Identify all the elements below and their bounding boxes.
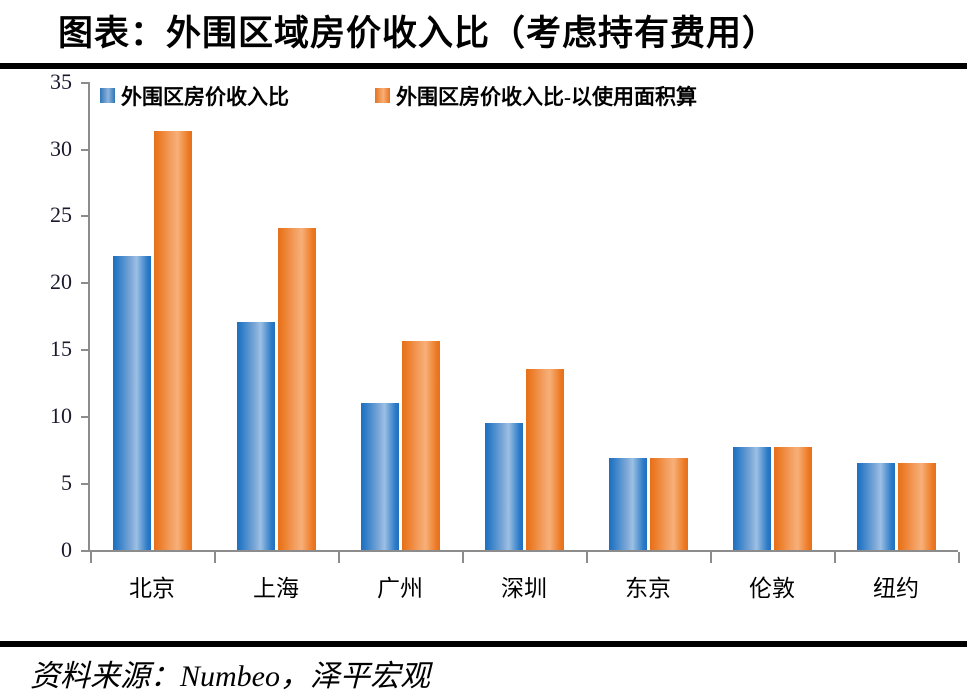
- x-axis-tick: [462, 551, 464, 563]
- square-swatch-icon: [375, 88, 390, 104]
- x-axis-category-label: 北京: [129, 575, 175, 601]
- x-axis-tick: [90, 551, 92, 563]
- bar-series-1: [112, 255, 151, 550]
- x-axis-category-label: 广州: [377, 575, 423, 601]
- bar-series-1: [484, 422, 523, 550]
- legend-item-series-1: 外围区房价收入比: [100, 81, 289, 111]
- bar-series-2: [897, 462, 936, 550]
- y-axis-tick: [81, 81, 89, 84]
- y-axis-tick-label: 5: [61, 469, 72, 495]
- bar-series-2: [773, 446, 812, 550]
- legend-item-series-2: 外围区房价收入比-以使用面积算: [375, 81, 697, 111]
- bar-series-2: [649, 457, 688, 550]
- y-axis-tick-label: 20: [50, 269, 72, 295]
- y-axis-tick: [81, 215, 89, 218]
- y-axis-tick-label: 35: [50, 68, 72, 94]
- x-axis-line: [88, 549, 958, 552]
- legend-label-series-1: 外围区房价收入比: [121, 84, 289, 109]
- bar-series-2: [277, 227, 316, 550]
- square-swatch-icon: [100, 88, 115, 104]
- y-axis-tick: [81, 148, 89, 151]
- bars-layer: [0, 111, 967, 550]
- y-axis-tick: [81, 349, 89, 352]
- y-axis-tick-label: 30: [50, 135, 72, 161]
- y-axis-tick-label: 15: [50, 336, 72, 362]
- bar-series-1: [732, 446, 771, 550]
- y-axis-tick: [81, 482, 89, 485]
- x-axis-tick: [958, 551, 960, 563]
- y-axis-tick: [81, 549, 89, 552]
- x-axis-category-label: 深圳: [501, 575, 547, 601]
- x-axis-category-label: 上海: [253, 575, 299, 601]
- bar-series-1: [608, 457, 647, 550]
- x-axis-category-label: 纽约: [873, 575, 919, 601]
- bar-series-1: [856, 462, 895, 550]
- x-axis-tick: [214, 551, 216, 563]
- y-axis-tick-label: 10: [50, 403, 72, 429]
- title-divider: [0, 62, 967, 69]
- bar-series-2: [401, 341, 440, 550]
- source-note: 资料来源：Numbeo，泽平宏观: [30, 660, 430, 693]
- x-axis-category-label: 伦敦: [749, 575, 795, 601]
- y-axis-line: [88, 81, 90, 550]
- y-axis-tick: [81, 282, 89, 285]
- chart-legend: 外围区房价收入比 外围区房价收入比-以使用面积算: [100, 69, 967, 111]
- y-axis-tick: [81, 416, 89, 419]
- x-axis-tick: [338, 551, 340, 563]
- bar-series-1: [236, 322, 275, 550]
- bar-series-2: [153, 131, 192, 550]
- bar-series-1: [360, 402, 399, 550]
- footer-divider: [0, 641, 967, 647]
- bar-series-2: [525, 369, 564, 550]
- x-axis-tick: [586, 551, 588, 563]
- y-axis-tick-label: 25: [50, 202, 72, 228]
- chart-plot-area: 0 5 10 15 20 25 30 35 北京 上海 广州 深圳 东京 伦敦 纽约: [0, 69, 967, 621]
- x-axis-tick: [710, 551, 712, 563]
- legend-label-series-2: 外围区房价收入比-以使用面积算: [396, 84, 697, 109]
- x-axis-tick: [834, 551, 836, 563]
- y-axis-tick-label: 0: [61, 536, 72, 562]
- x-axis-category-label: 东京: [625, 575, 671, 601]
- page-title: 图表：外围区域房价收入比（考虑持有费用）: [58, 14, 779, 53]
